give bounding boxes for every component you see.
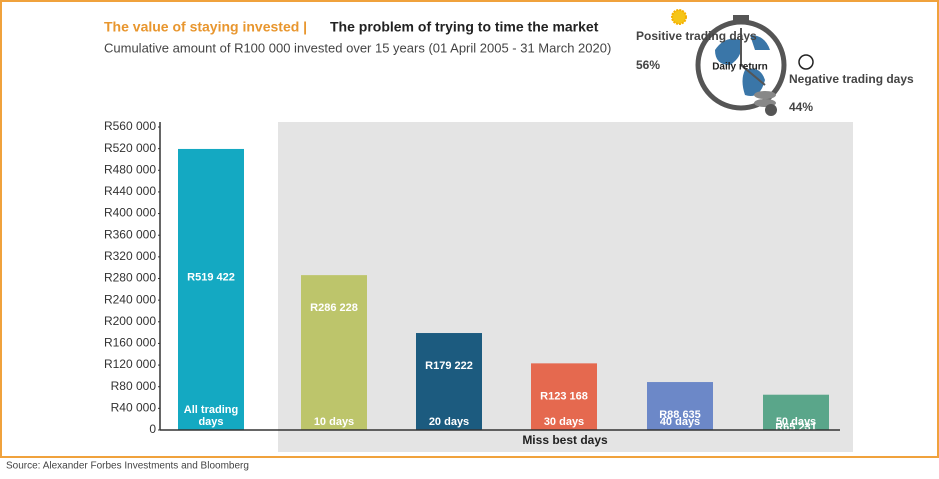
subtitle: Cumulative amount of R100 000 invested o…	[104, 40, 611, 55]
y-tick-label: R200 000	[104, 314, 156, 328]
group-label: Miss best days	[522, 433, 608, 447]
y-tick-label: R480 000	[104, 162, 156, 176]
x-tick-label: 40 days	[659, 416, 701, 428]
category-container: 10 days	[313, 416, 355, 428]
chart-title: The problem of trying to time the market	[330, 19, 599, 35]
y-tick-label: R520 000	[104, 141, 156, 155]
x-tick-label: 30 days	[543, 416, 585, 428]
value-label: R88 635	[659, 409, 701, 421]
value-label: R123 168	[540, 390, 588, 402]
clock-graphic	[671, 9, 814, 116]
y-tick-label: R280 000	[104, 271, 156, 285]
y-tick-label: 0	[149, 422, 156, 436]
positive-label: Positive trading days	[636, 29, 757, 43]
bar	[416, 333, 482, 430]
category-container: 50 days	[775, 416, 817, 428]
bar	[763, 394, 829, 430]
negative-share: 44%	[789, 100, 813, 114]
y-tick-label: R240 000	[104, 292, 156, 306]
x-tick-label: 10 days	[313, 416, 355, 428]
y-tick-label: R400 000	[104, 206, 156, 220]
y-tick-label: R40 000	[111, 401, 157, 415]
title-highlight: The value of staying invested |	[104, 19, 307, 35]
value-label: R179 222	[425, 360, 473, 372]
frame	[0, 0, 939, 458]
bar	[178, 148, 244, 430]
negative-label: Negative trading days	[789, 72, 914, 86]
y-tick-label: R360 000	[104, 227, 156, 241]
x-tick-label: 50 days	[775, 416, 817, 428]
value-label: R519 422	[187, 271, 235, 283]
bar	[531, 363, 597, 430]
value-label: R286 228	[310, 302, 358, 314]
y-tick-label: R320 000	[104, 249, 156, 263]
category-container: All trading days	[183, 404, 239, 428]
y-tick-label: R80 000	[111, 379, 157, 393]
y-tick-label: R120 000	[104, 357, 156, 371]
y-tick-label: R560 000	[104, 119, 156, 133]
y-tick-label: R160 000	[104, 336, 156, 350]
category-container: 30 days	[543, 416, 585, 428]
bar	[647, 382, 713, 430]
source: Source: Alexander Forbes Investments and…	[6, 461, 249, 472]
daily-return: Daily return	[712, 62, 768, 73]
category-container: 20 days	[428, 416, 470, 428]
x-tick-label: All trading days	[183, 404, 239, 428]
x-tick-label: 20 days	[428, 416, 470, 428]
positive-share: 56%	[636, 58, 660, 72]
y-tick-label: R440 000	[104, 184, 156, 198]
bar	[301, 275, 367, 430]
category-container: 40 days	[659, 416, 701, 428]
